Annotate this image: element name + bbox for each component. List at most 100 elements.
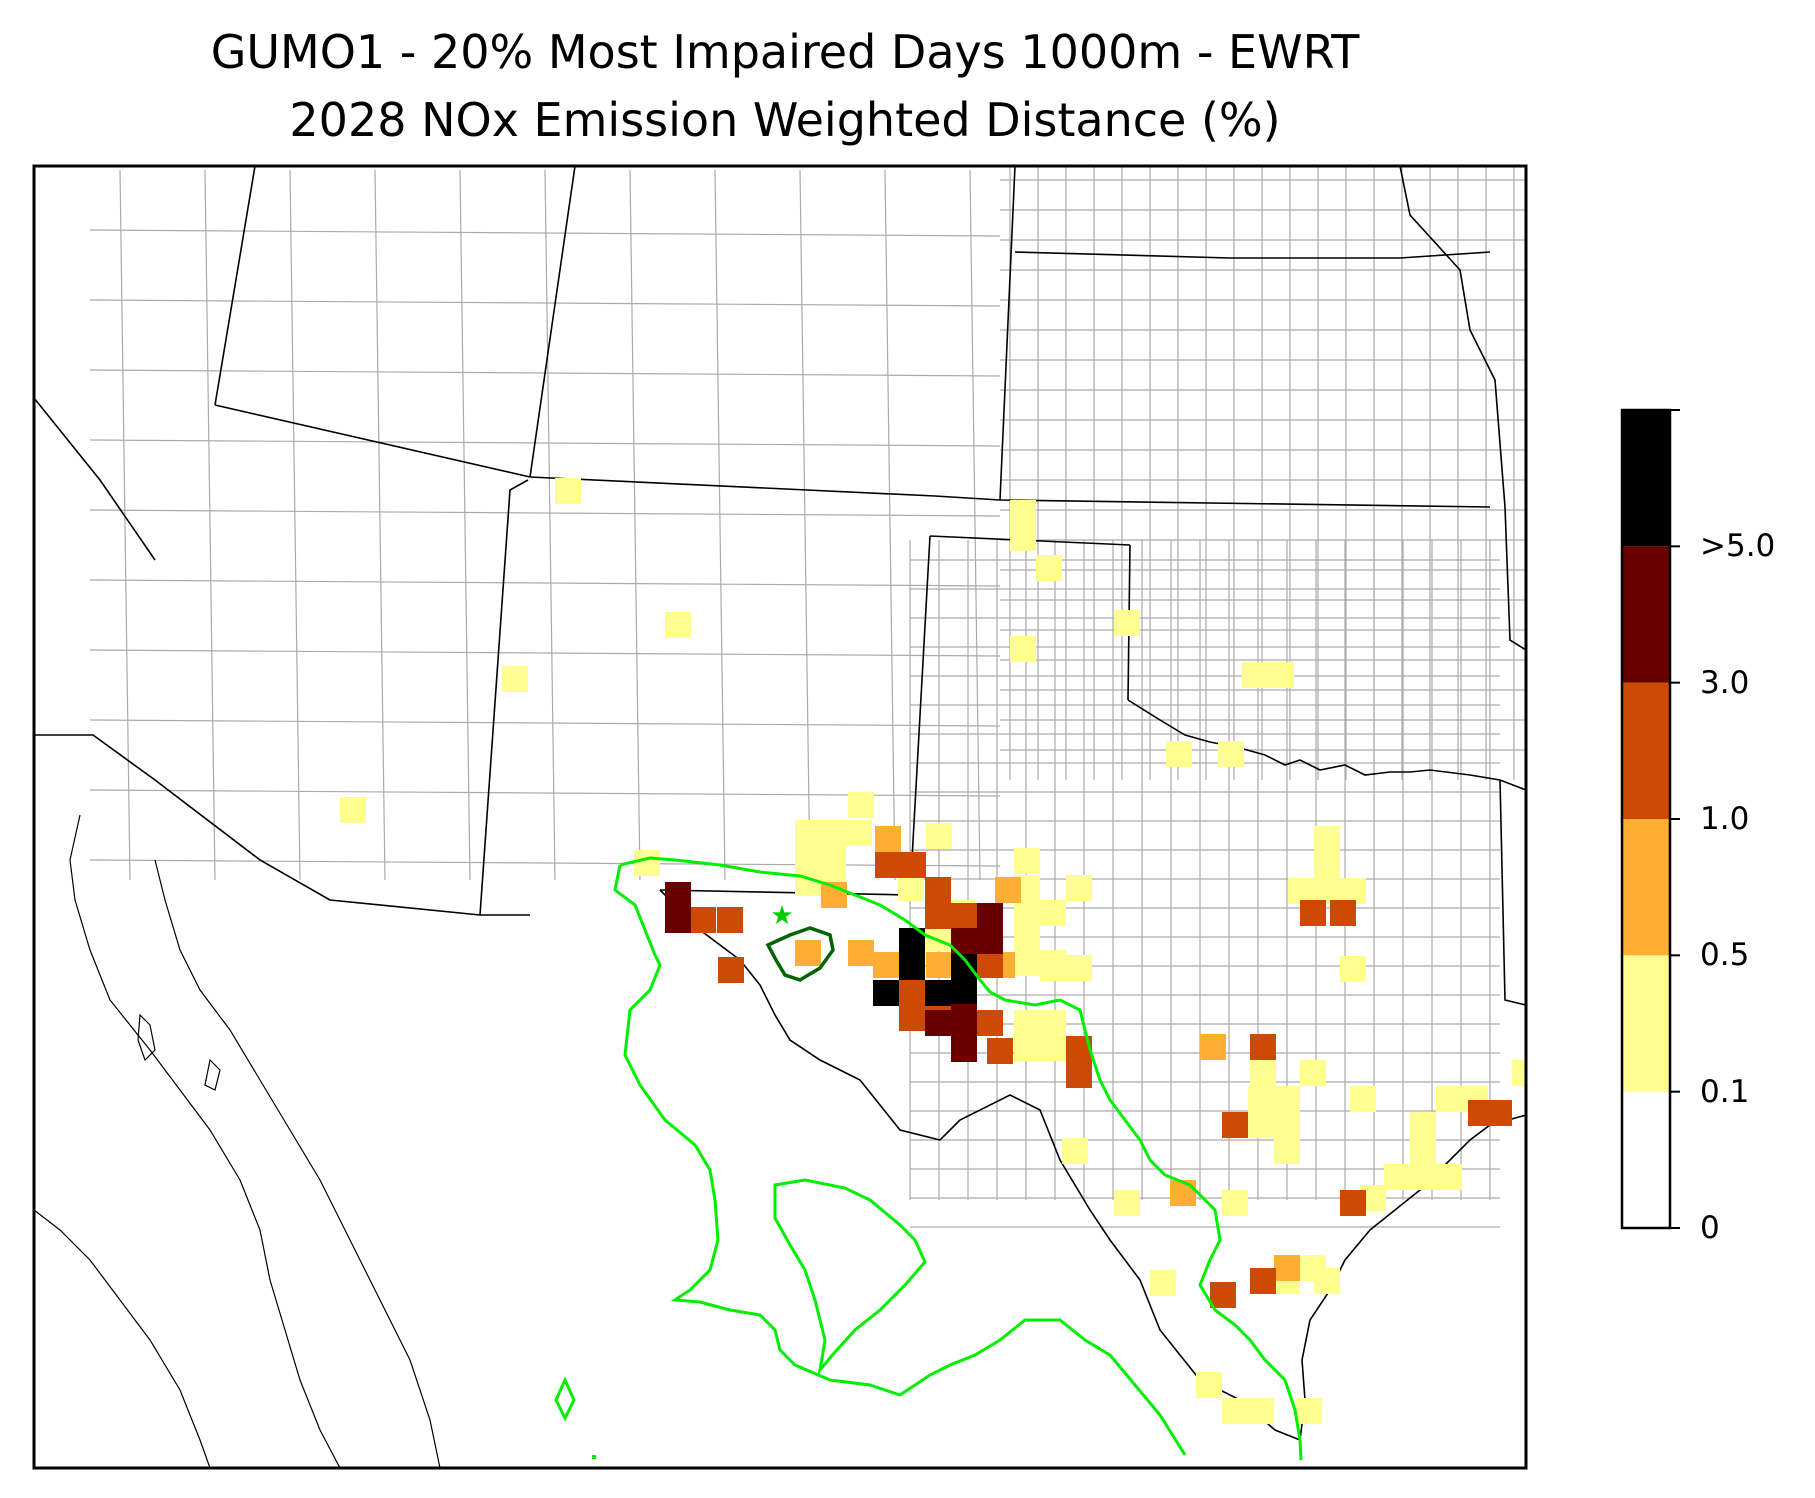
county-line [89, 579, 1001, 587]
colorbar-tick-label: 0.5 [1700, 937, 1750, 974]
border-az-nm-west [479, 479, 529, 916]
map-title-line1: GUMO1 - 20% Most Impaired Days 1000m - E… [210, 25, 1360, 79]
border-tx-la [1499, 779, 1526, 1006]
county-line [89, 439, 1001, 447]
emission-cell [690, 907, 716, 933]
colorbar-bin [1622, 546, 1670, 683]
emission-cell [977, 928, 1003, 954]
emission-cell [1314, 878, 1340, 904]
emission-cell [1340, 878, 1366, 904]
county-line [89, 299, 1001, 307]
emission-cell [1210, 1282, 1236, 1308]
emission-cell [1250, 1060, 1276, 1086]
emission-cell [951, 1036, 977, 1062]
emission-cell [1014, 848, 1040, 874]
emission-cell [1274, 1112, 1300, 1138]
emission-cell [820, 845, 846, 871]
emission-cell [1010, 636, 1036, 662]
border-nv-az [34, 397, 156, 561]
emission-cell [1014, 950, 1040, 976]
emission-cell [951, 903, 977, 929]
emission-cell [1340, 956, 1366, 982]
emission-cell [925, 1010, 951, 1036]
county-line [374, 169, 386, 881]
emission-cell [820, 820, 846, 846]
county-line [629, 169, 641, 881]
emission-cell [1014, 900, 1040, 926]
emission-cell [1274, 1086, 1300, 1112]
border-az-mexico [329, 899, 530, 916]
border-az-ut [214, 404, 531, 478]
border-co-ks [999, 166, 1016, 501]
emission-cell [1410, 1112, 1436, 1138]
emission-cell [555, 478, 581, 504]
colorbar-tick-label: 0 [1700, 1210, 1720, 1246]
emission-cell [875, 826, 901, 852]
emission-cell [995, 877, 1021, 903]
emission-cell [1300, 1060, 1326, 1086]
inner-contour [765, 926, 835, 982]
county-line [884, 169, 896, 881]
county-line [89, 229, 1001, 237]
emission-cell [925, 903, 951, 929]
emission-cell [1040, 900, 1066, 926]
star-icon: ★ [770, 901, 793, 931]
emission-cell [717, 907, 743, 933]
emission-cell [1248, 1112, 1274, 1138]
emission-cell [1384, 1164, 1410, 1190]
emission-cell [926, 823, 952, 849]
county-line [89, 859, 1001, 867]
emission-cell [1314, 852, 1340, 878]
gulf-coast [1299, 1114, 1526, 1441]
emission-cell [1222, 1398, 1248, 1424]
county-line [89, 649, 1001, 657]
emission-cell [1248, 1398, 1274, 1424]
emission-cell [925, 877, 951, 903]
emission-cell [634, 850, 660, 876]
county-line [89, 509, 1001, 517]
emission-cell [1200, 1034, 1226, 1060]
emission-cell [795, 845, 821, 871]
emission-cell [1350, 1086, 1376, 1112]
county-line [799, 169, 811, 881]
emission-cell [900, 852, 926, 878]
emission-cell [1010, 500, 1036, 526]
emission-cell [1196, 1372, 1222, 1398]
emission-cell [977, 903, 1003, 929]
border-rio-grande [659, 889, 1301, 1441]
county-line [204, 169, 216, 881]
border-ar-ok [1504, 506, 1526, 651]
emission-cell [1222, 1190, 1248, 1216]
emission-cell [1436, 1164, 1462, 1190]
emission-cell [795, 870, 821, 896]
county-line [544, 169, 556, 881]
emission-cell [1296, 1398, 1322, 1424]
outer-contour-main [619, 856, 1303, 1461]
emission-cell [1222, 1112, 1248, 1138]
emission-cell [1036, 555, 1062, 581]
county-line [714, 169, 726, 881]
state-borders [34, 166, 1526, 1441]
emission-cell [1170, 1180, 1196, 1206]
emission-cell [898, 875, 924, 901]
emission-cell [1314, 1268, 1340, 1294]
colorbar-tick-label: 1.0 [1700, 801, 1750, 837]
emission-cell [926, 952, 952, 978]
small-green-dot [592, 1455, 596, 1459]
emission-cell [1288, 878, 1314, 904]
emission-cell [899, 980, 925, 1006]
emission-cell [665, 882, 691, 908]
emission-cell [977, 1010, 1003, 1036]
emission-cell [977, 952, 1003, 978]
emission-cell [665, 907, 691, 933]
border-ut-co [529, 166, 576, 478]
emission-cell [1250, 1034, 1276, 1060]
emission-cell [1248, 1086, 1274, 1112]
border-mo-ks [1399, 166, 1506, 508]
emission-cell [987, 1038, 1013, 1064]
outer-contour-island [773, 1178, 927, 1376]
county-line [969, 169, 981, 881]
emission-cell [846, 820, 872, 846]
emission-cell [1410, 1164, 1436, 1190]
